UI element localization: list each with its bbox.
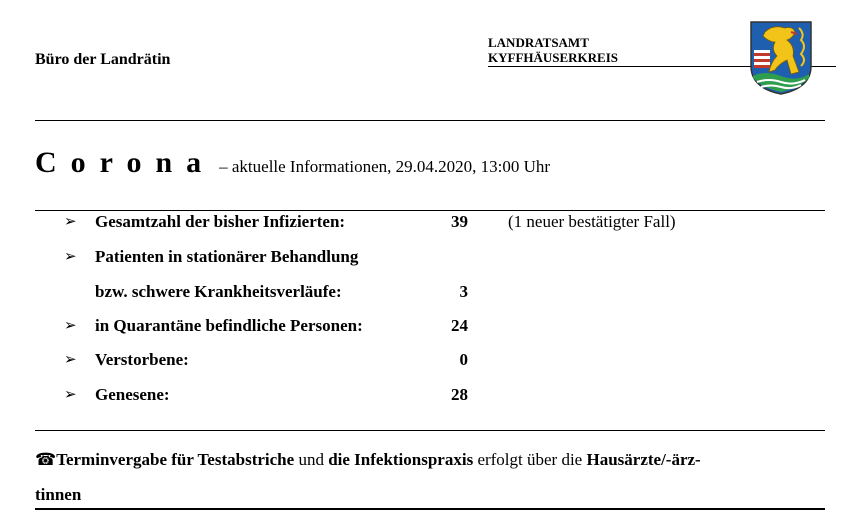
rule-stats-bottom (35, 430, 825, 431)
arrow-bullet-icon: ➢ (64, 318, 77, 334)
notice-text-1: und (294, 450, 329, 469)
telephone-icon: ☎ (35, 450, 57, 469)
notice-bold-2: die Infektionspraxis (328, 450, 474, 469)
notice-bold-1: Terminvergabe für Testabstriche (56, 450, 295, 469)
notice-bold-3: Hausärzte/-ärz- (586, 450, 701, 469)
stat-label: Genesene: (95, 385, 170, 404)
authority-line2: KYFFHÄUSERKREIS (488, 50, 619, 65)
stat-label: Patienten in stationärer Behandlung (95, 247, 359, 266)
rule-stats-top (35, 210, 825, 211)
notice-line2: tinnen (35, 485, 82, 504)
stat-label: bzw. schwere Krankheitsverläufe: (95, 282, 342, 301)
arrow-bullet-icon: ➢ (64, 352, 77, 368)
stat-row-infected: ➢ Gesamtzahl der bisher Infizierten: 39 … (0, 212, 865, 242)
notice-text-2: erfolgt über die (473, 450, 587, 469)
rule-top (35, 120, 825, 121)
rule-bottom (35, 508, 825, 510)
notice-line1: ☎Terminvergabe für Testabstriche und die… (35, 450, 701, 470)
stat-row-hospital-cont: bzw. schwere Krankheitsverläufe: 3 (0, 282, 865, 312)
stat-label: Gesamtzahl der bisher Infizierten: (95, 212, 346, 231)
stat-value: 28 (451, 385, 468, 404)
arrow-bullet-icon: ➢ (64, 214, 77, 230)
header-rule (488, 66, 836, 67)
stat-row-deceased: ➢ Verstorbene: 0 (0, 350, 865, 380)
coat-of-arms-logo (750, 21, 812, 95)
title-main: Corona (35, 146, 216, 179)
arrow-bullet-icon: ➢ (64, 249, 77, 265)
stat-row-quarantine: ➢ in Quarantäne befindliche Personen: 24 (0, 316, 865, 346)
authority-line1: LANDRATSAMT (488, 35, 589, 50)
stat-note: (1 neuer bestätigter Fall) (508, 212, 676, 231)
office-name: Büro der Landrätin (35, 51, 171, 68)
stat-row-recovered: ➢ Genesene: 28 (0, 385, 865, 415)
stat-label: in Quarantäne befindliche Personen: (95, 316, 363, 335)
title-subtitle: – aktuelle Informationen, 29.04.2020, 13… (219, 157, 551, 176)
title-block: Corona – aktuelle Informationen, 29.04.2… (35, 146, 550, 180)
stat-value: 24 (451, 316, 468, 335)
stat-row-hospital: ➢ Patienten in stationärer Behandlung (0, 247, 865, 277)
stat-label: Verstorbene: (95, 350, 189, 369)
stat-value: 0 (459, 350, 469, 369)
stat-value: 39 (451, 212, 468, 231)
arrow-bullet-icon: ➢ (64, 387, 77, 403)
stat-value: 3 (459, 282, 469, 301)
